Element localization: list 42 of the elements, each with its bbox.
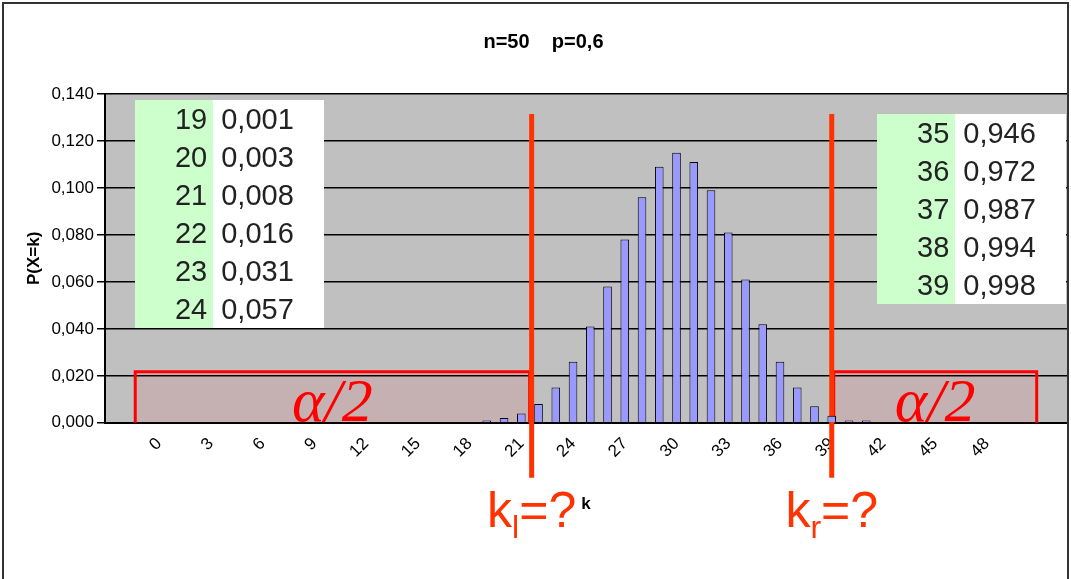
annotation: 39 0,998 — [916, 268, 1037, 303]
annotation: 37 0,987 — [916, 192, 1037, 227]
annotation: 35 0,946 — [916, 116, 1037, 151]
x-tick-label: 6 — [248, 433, 269, 454]
annotation: 36 0,972 — [916, 154, 1037, 189]
x-tick-label: 12 — [345, 433, 373, 461]
y-tick-label: 0,060 — [51, 271, 94, 291]
x-tick-label: 27 — [604, 433, 631, 461]
y-tick-label: 0,040 — [51, 318, 94, 338]
annotation: 21 0,008 — [173, 178, 295, 213]
annotation: 24 0,057 — [173, 292, 295, 327]
annotation: 23 0,031 — [173, 254, 295, 289]
band-label: α/2 — [894, 365, 976, 434]
x-tick-label: 18 — [448, 433, 476, 461]
annotation: 38 0,994 — [916, 230, 1037, 265]
band-label: α/2 — [292, 365, 373, 434]
x-axis-title: k — [581, 494, 592, 514]
y-tick-label: 0,120 — [51, 130, 94, 150]
annotation: 20 0,003 — [173, 140, 295, 175]
x-tick-label: 33 — [707, 433, 735, 461]
x-tick-label: 24 — [552, 433, 580, 461]
annotation: 19 0,001 — [173, 102, 295, 137]
x-tick-label: 45 — [914, 433, 942, 461]
x-tick-label: 36 — [759, 433, 787, 461]
ref-line-label: k$_{l}$=? — [487, 480, 577, 546]
x-tick-label: 9 — [300, 433, 321, 454]
x-tick-label: 15 — [397, 433, 424, 461]
x-tick-label: 42 — [862, 433, 890, 461]
x-tick-label: 3 — [196, 433, 217, 454]
x-tick-label: 0 — [145, 433, 166, 454]
y-tick-label: 0,100 — [51, 177, 94, 197]
y-tick-label: 0,000 — [51, 412, 94, 432]
x-tick-label: 48 — [966, 433, 994, 461]
ref-line-label: k$_{r}$=? — [785, 480, 879, 546]
annotation: 22 0,016 — [173, 216, 295, 251]
y-tick-label: 0,080 — [51, 224, 94, 244]
chart-title: n=50 p=0,6 — [483, 29, 604, 52]
x-tick-label: 30 — [655, 433, 683, 461]
y-tick-label: 0,140 — [51, 83, 94, 103]
y-axis-title: P(X=k) — [23, 231, 43, 286]
y-tick-label: 0,020 — [51, 365, 94, 385]
x-tick-label: 21 — [500, 433, 528, 461]
